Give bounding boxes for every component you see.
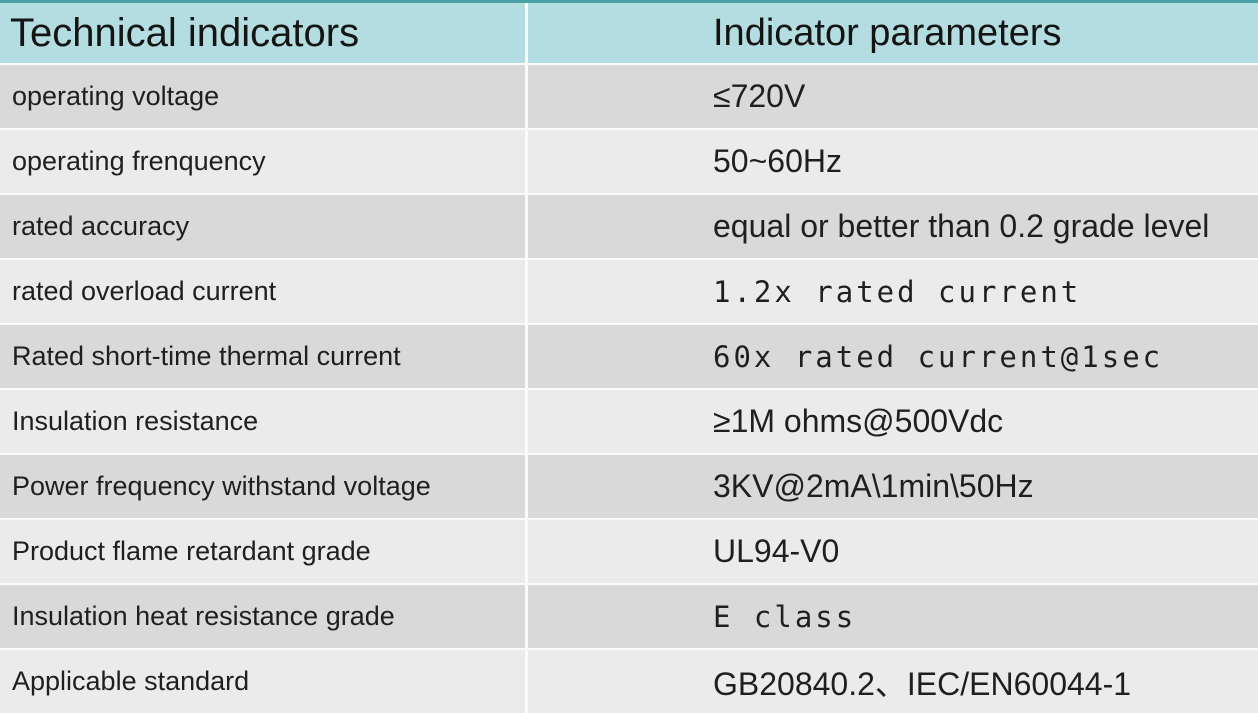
table-row-rated-short-time-thermal-current: Rated short-time thermal current 60x rat… bbox=[0, 323, 1258, 388]
row-value: 60x rated current@1sec bbox=[713, 339, 1164, 374]
row-label: rated accuracy bbox=[12, 211, 190, 241]
row-value: 1.2x rated current bbox=[713, 274, 1082, 309]
row-value: GB20840.2、IEC/EN60044-1 bbox=[713, 665, 1132, 702]
table-row-insulation-resistance: Insulation resistance ≥1M ohms@500Vdc bbox=[0, 388, 1258, 453]
table-header-row: Technical indicators Indicator parameter… bbox=[0, 0, 1258, 63]
row-label: Product flame retardant grade bbox=[12, 536, 371, 566]
row-value: ≥1M ohms@500Vdc bbox=[713, 403, 1004, 439]
table-row-operating-voltage: operating voltage ≤720V bbox=[0, 63, 1258, 128]
row-value: 50~60Hz bbox=[713, 143, 842, 179]
table-row-operating-frequency: operating frenquency 50~60Hz bbox=[0, 128, 1258, 193]
row-label: operating voltage bbox=[12, 81, 220, 111]
row-value: E class bbox=[713, 599, 857, 634]
column-header-label: Technical indicators bbox=[10, 10, 360, 55]
row-value: equal or better than 0.2 grade level bbox=[713, 208, 1210, 244]
row-label: operating frenquency bbox=[12, 146, 266, 176]
row-label: Power frequency withstand voltage bbox=[12, 471, 431, 501]
row-label: Rated short-time thermal current bbox=[12, 341, 401, 371]
row-label: Insulation resistance bbox=[12, 406, 259, 436]
row-label: Insulation heat resistance grade bbox=[12, 601, 395, 631]
row-label: Applicable standard bbox=[12, 666, 250, 696]
table-row-applicable-standard: Applicable standard GB20840.2、IEC/EN6004… bbox=[0, 648, 1258, 713]
table-row-power-frequency-withstand-voltage: Power frequency withstand voltage 3KV@2m… bbox=[0, 453, 1258, 518]
column-header-technical-indicators: Technical indicators bbox=[0, 3, 528, 63]
table-row-insulation-heat-resistance-grade: Insulation heat resistance grade E class bbox=[0, 583, 1258, 648]
row-value: 3KV@2mA\1min\50Hz bbox=[713, 468, 1034, 504]
table-row-rated-overload-current: rated overload current 1.2x rated curren… bbox=[0, 258, 1258, 323]
row-value: UL94-V0 bbox=[713, 533, 840, 569]
column-header-label: Indicator parameters bbox=[713, 11, 1062, 54]
row-label: rated overload current bbox=[12, 276, 277, 306]
table-row-rated-accuracy: rated accuracy equal or better than 0.2 … bbox=[0, 193, 1258, 258]
column-header-indicator-parameters: Indicator parameters bbox=[528, 3, 1258, 63]
row-value: ≤720V bbox=[713, 78, 806, 114]
table-row-product-flame-retardant-grade: Product flame retardant grade UL94-V0 bbox=[0, 518, 1258, 583]
